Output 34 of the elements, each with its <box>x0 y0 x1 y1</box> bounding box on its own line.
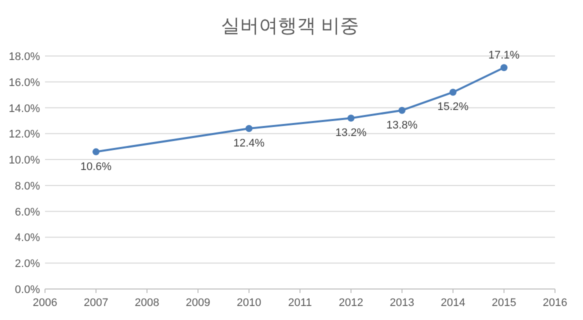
y-tick-label: 6.0% <box>14 206 40 218</box>
x-tick-label: 2009 <box>186 297 210 309</box>
y-tick-label: 18.0% <box>8 51 40 63</box>
point <box>500 64 508 72</box>
x-tick-label: 2014 <box>440 297 466 309</box>
data-label: 10.6% <box>80 160 112 173</box>
x-tick-label: 2015 <box>492 297 516 309</box>
chart-title: 실버여행객 비중 <box>220 16 360 37</box>
data-label: 12.4% <box>233 137 265 150</box>
x-tick-label: 2007 <box>84 297 108 309</box>
x-tick-label: 2008 <box>134 297 160 309</box>
y-tick-label: 12.0% <box>8 128 40 141</box>
point <box>92 148 100 156</box>
point <box>246 124 252 132</box>
y-tick-label: 8.0% <box>14 180 40 192</box>
x-tick-label: 2006 <box>32 297 58 309</box>
y-tick-label: 14.0% <box>8 102 40 115</box>
data-label: 17.1% <box>488 50 520 62</box>
data-label: 13.8% <box>386 119 418 132</box>
point <box>398 106 406 114</box>
x-tick-label: 2016 <box>542 297 568 309</box>
x-tick-label: 2010 <box>236 297 262 309</box>
x-tick-label: 2011 <box>288 297 312 309</box>
data-label: 13.2% <box>335 127 367 140</box>
y-tick-label: 4.0% <box>14 232 40 244</box>
x-tick-label: 2013 <box>390 297 414 309</box>
y-tick-label: 16.0% <box>8 76 40 89</box>
y-tick-label: 10.0% <box>8 154 40 167</box>
y-tick-label: 2.0% <box>14 258 40 270</box>
point <box>450 88 456 96</box>
x-tick-label: 2012 <box>338 297 364 309</box>
data-label: 15.2% <box>437 101 469 114</box>
point <box>348 114 354 122</box>
y-tick-label: 0.0% <box>14 284 40 296</box>
